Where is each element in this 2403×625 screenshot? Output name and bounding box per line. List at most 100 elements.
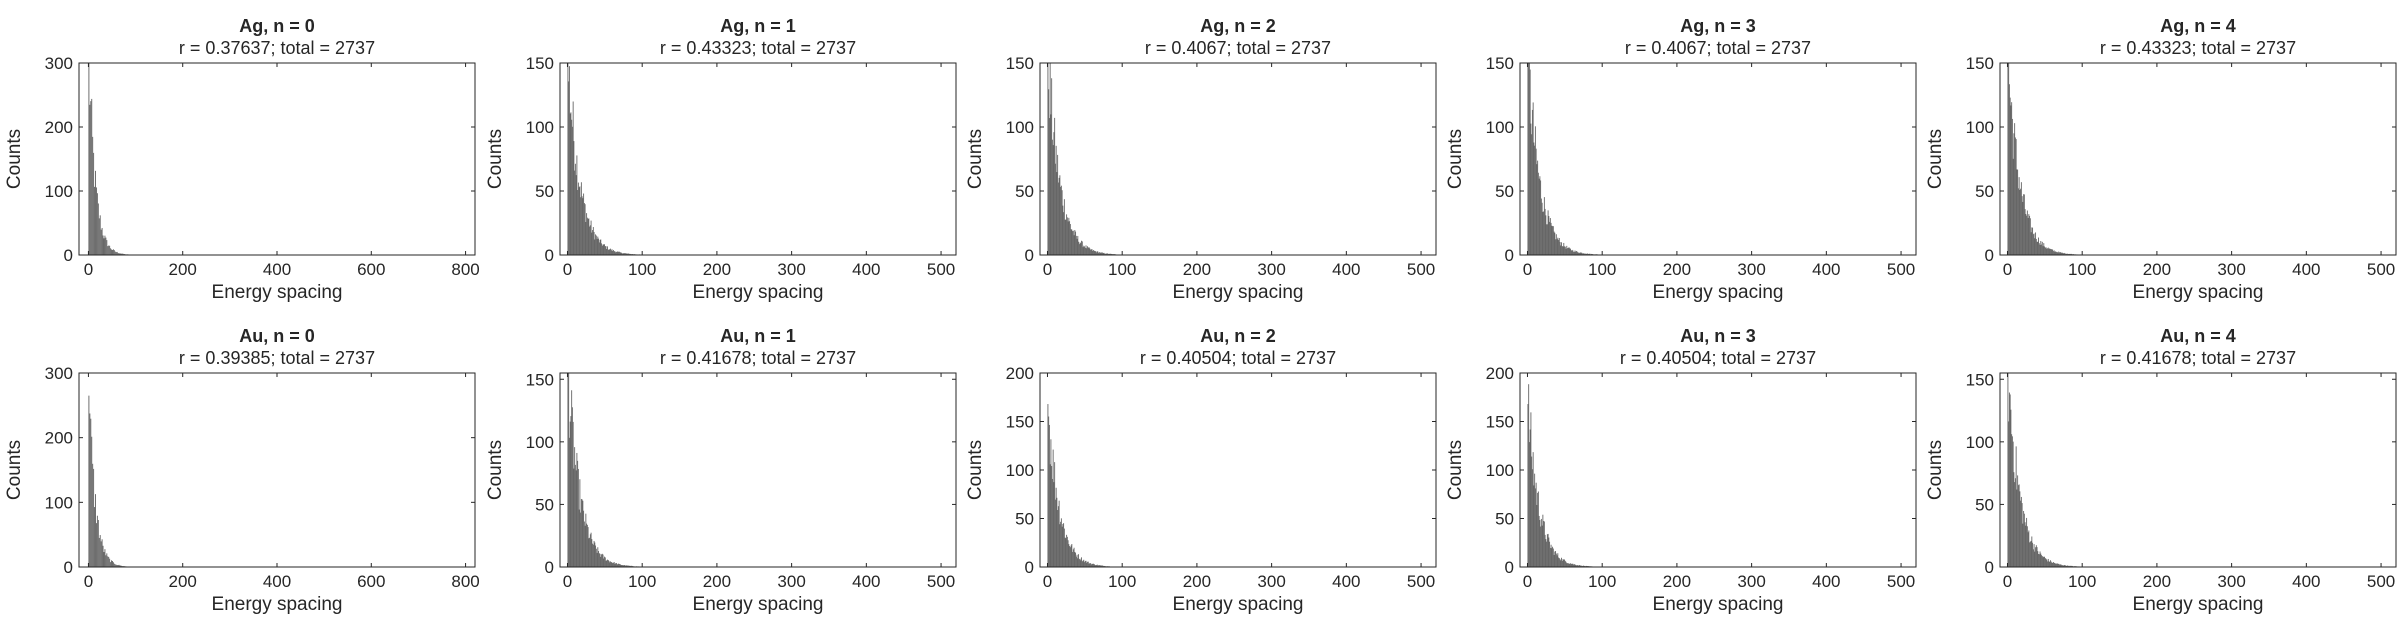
- histogram-bar: [2059, 252, 2061, 255]
- histogram-bar: [89, 413, 91, 567]
- histogram-bar: [609, 562, 611, 567]
- histogram-bar: [2052, 249, 2054, 255]
- histogram-bar: [602, 554, 604, 567]
- histogram-bar: [1578, 252, 1580, 255]
- histogram-bar: [1527, 404, 1529, 567]
- histogram-bar: [630, 253, 632, 255]
- x-tick-label: 300: [2217, 260, 2245, 279]
- histogram-bar: [610, 561, 611, 567]
- histogram-bar: [1058, 177, 1060, 255]
- axes-box: [1519, 372, 1917, 568]
- histogram-bar: [1050, 114, 1052, 255]
- histogram-bar: [1062, 524, 1064, 567]
- histogram-bar: [117, 253, 119, 255]
- histogram-bar: [592, 227, 594, 255]
- histogram-bar: [1543, 520, 1545, 567]
- histogram-bar: [1533, 142, 1535, 255]
- histogram-bar: [2064, 252, 2066, 255]
- y-axis-label: Counts: [965, 129, 986, 189]
- x-tick-label: 100: [628, 260, 656, 279]
- histogram-bar: [2011, 118, 2013, 256]
- histogram-bar: [594, 542, 596, 567]
- histogram-bar: [1544, 534, 1546, 567]
- histogram-bar: [1060, 521, 1062, 567]
- axes-box: [1039, 372, 1437, 568]
- y-tick-label: 150: [1966, 370, 1994, 389]
- histogram-bar: [116, 251, 118, 255]
- histogram-bar: [1071, 229, 1073, 255]
- histogram-bar: [2059, 564, 2060, 567]
- histogram-bar: [2018, 177, 2020, 255]
- histogram-bar: [2043, 243, 2045, 255]
- histogram-bar: [1535, 148, 1537, 255]
- histogram-bar: [116, 564, 118, 567]
- histogram-bar: [1053, 132, 1055, 255]
- y-tick-label: 150: [1006, 54, 1034, 73]
- histogram-bar: [627, 565, 629, 567]
- histogram-bar: [586, 523, 588, 567]
- histogram-bar: [619, 564, 620, 567]
- histogram-bar: [578, 187, 580, 255]
- histogram-bar: [1583, 253, 1585, 255]
- histogram-bar: [112, 249, 114, 255]
- histogram-bars: [1047, 404, 1116, 567]
- histogram-bar: [594, 239, 596, 255]
- histogram-bar: [1096, 564, 1098, 567]
- histogram-bar: [1574, 250, 1576, 255]
- y-tick-label: 100: [526, 433, 554, 452]
- histogram-bar: [119, 253, 121, 255]
- histogram-bar: [104, 549, 106, 567]
- x-tick-label: 500: [1407, 260, 1435, 279]
- histogram-bar: [571, 119, 573, 255]
- histogram-bar: [2007, 63, 2009, 255]
- histogram-bar: [1049, 464, 1051, 567]
- axes-box: [1519, 62, 1917, 256]
- histogram-bar: [597, 547, 599, 567]
- histogram-bar: [570, 416, 572, 567]
- histogram-bar: [94, 186, 96, 255]
- subplot-subtitle: r = 0.41678; total = 2737: [2100, 348, 2296, 368]
- histogram-bar: [583, 521, 585, 567]
- x-tick-label: 400: [1332, 572, 1360, 591]
- histogram-bar: [1580, 565, 1582, 567]
- histogram-bar: [2070, 253, 2072, 255]
- histogram-bar: [613, 250, 614, 255]
- histogram-bar: [106, 553, 108, 567]
- histogram-bar: [2046, 559, 2048, 567]
- histogram-bar: [623, 565, 625, 567]
- histogram-bar: [2010, 409, 2012, 567]
- histogram-bar: [2070, 565, 2072, 567]
- histogram-bar: [1568, 247, 1570, 255]
- histogram-bar: [2065, 253, 2067, 255]
- histogram-bar: [1567, 247, 1569, 255]
- histogram-bar: [571, 390, 573, 567]
- histogram-bar: [2014, 478, 2016, 567]
- histogram-bar: [2015, 446, 2017, 567]
- histogram-bar: [2007, 373, 2009, 567]
- histogram-bar: [2064, 564, 2066, 567]
- y-tick-label: 0: [1505, 558, 1514, 577]
- histogram-bar: [2047, 561, 2048, 567]
- x-tick-label: 200: [2143, 572, 2171, 591]
- histogram-bar: [1101, 565, 1103, 567]
- histogram-bar: [1549, 218, 1551, 255]
- histogram-bar: [1102, 565, 1103, 567]
- histogram-bar: [627, 253, 629, 255]
- histogram-bar: [2059, 564, 2061, 567]
- subplot-subtitle: r = 0.4067; total = 2737: [1625, 38, 1811, 58]
- histogram-bar: [1074, 551, 1076, 567]
- x-tick-label: 300: [2217, 572, 2245, 591]
- histogram-bar: [88, 395, 90, 567]
- x-tick-label: 0: [84, 572, 93, 591]
- histogram-bar: [2036, 241, 2038, 255]
- histogram-bar: [621, 565, 623, 567]
- histogram-bar: [1564, 559, 1565, 567]
- subplot-subtitle: r = 0.43323; total = 2737: [660, 38, 856, 58]
- histogram-bar: [2033, 544, 2035, 567]
- histogram-bar: [99, 535, 101, 567]
- histogram-bar: [1567, 248, 1568, 255]
- histogram-bar: [1078, 554, 1080, 567]
- histogram-bar: [589, 534, 591, 567]
- subplot-title: Ag, n = 4: [2160, 16, 2236, 36]
- histogram-bar: [2026, 210, 2028, 255]
